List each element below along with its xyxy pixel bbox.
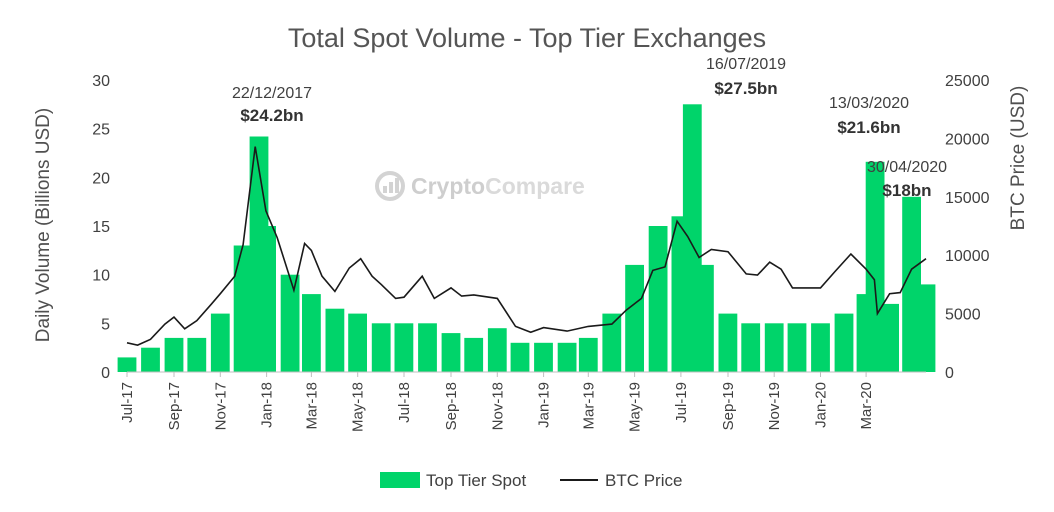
volume-bar (302, 294, 321, 372)
legend: Top Tier Spot BTC Price (380, 471, 682, 490)
volume-bar (865, 161, 885, 372)
legend-label-top-tier-spot: Top Tier Spot (426, 471, 526, 490)
volume-bar (648, 226, 668, 372)
right-tick-label: 15000 (945, 190, 990, 207)
left-tick-label: 25 (92, 122, 110, 139)
right-tick-label: 0 (945, 365, 954, 382)
volume-bar (371, 323, 391, 372)
annotation-value-2: $27.5bn (714, 79, 777, 98)
x-tick-label: Nov-19 (766, 382, 783, 430)
x-tick-label: Sep-18 (443, 382, 460, 430)
x-tick-label: Jul-19 (673, 382, 690, 423)
volume-bar (233, 245, 253, 372)
volume-bar (210, 313, 230, 372)
right-tick-label: 20000 (945, 131, 990, 148)
x-tick-label: May-18 (350, 382, 367, 432)
left-axis-title: Daily Volume (Billions USD) (33, 108, 54, 342)
right-axis-ticks: 0 5000 10000 15000 20000 25000 (945, 73, 990, 382)
x-tick-label: Nov-17 (212, 382, 229, 430)
x-tick-label: Mar-19 (580, 382, 597, 430)
volume-bar (348, 313, 367, 372)
x-tick-label: Mar-20 (858, 382, 875, 430)
right-tick-label: 25000 (945, 73, 990, 90)
watermark-compare: Compare (485, 173, 585, 199)
x-tick-label: May-19 (627, 382, 644, 432)
x-tick-label: Nov-18 (489, 382, 506, 430)
volume-bar (764, 323, 784, 372)
volume-bar (902, 196, 921, 372)
x-tick-label: Mar-18 (303, 382, 320, 430)
annotation-date-4: 30/04/2020 (867, 159, 947, 176)
left-tick-label: 20 (92, 170, 110, 187)
volume-bar (695, 264, 714, 372)
volume-bar (834, 313, 854, 372)
volume-bar (418, 323, 437, 372)
right-tick-label: 10000 (945, 248, 990, 265)
chart-title: Total Spot Volume - Top Tier Exchanges (288, 23, 766, 53)
watermark-crypto: Crypto (411, 173, 485, 199)
volume-bar (741, 323, 761, 372)
volume-bar (578, 337, 598, 372)
cryptocompare-logo-icon (375, 171, 405, 201)
legend-label-btc-price: BTC Price (605, 471, 682, 490)
volume-bar (117, 357, 137, 372)
right-axis-title: BTC Price (USD) (1008, 86, 1029, 231)
x-axis-ticks: Jul-17 Sep-17 Nov-17 Jan-18 Mar-18 May-18 Jul-… (119, 372, 875, 432)
volume-bar (280, 274, 300, 372)
volume-bar (164, 337, 184, 372)
volume-bar (394, 323, 414, 372)
volume-bar (787, 323, 807, 372)
watermark: CryptoCompare (375, 171, 585, 201)
volume-bar (880, 303, 899, 372)
volume-bar (187, 337, 207, 372)
left-tick-label: 30 (92, 73, 110, 90)
x-tick-label: Jan-19 (536, 382, 553, 428)
legend-swatch-top-tier-spot (380, 472, 420, 488)
x-tick-label: Jan-20 (813, 382, 830, 428)
volume-bar (718, 313, 738, 372)
x-tick-label: Jul-18 (396, 382, 413, 423)
right-tick-label: 5000 (945, 307, 981, 324)
volume-bar (916, 284, 936, 372)
volume-bar (625, 264, 644, 372)
volume-bar (534, 342, 553, 372)
annotation-value-3: $21.6bn (837, 118, 900, 137)
volume-bar (441, 333, 461, 372)
annotation-date-2: 16/07/2019 (706, 56, 786, 73)
left-tick-label: 15 (92, 219, 110, 236)
x-tick-label: Sep-19 (720, 382, 737, 430)
annotation-value-1: $24.2bn (240, 106, 303, 125)
annotation-date-1: 22/12/2017 (232, 85, 312, 102)
left-tick-label: 0 (101, 365, 110, 382)
volume-bar (811, 323, 830, 372)
annotation-date-3: 13/03/2020 (829, 95, 909, 112)
x-tick-label: Sep-17 (166, 382, 183, 430)
volume-bar (464, 337, 484, 372)
left-tick-label: 10 (92, 268, 110, 285)
x-tick-label: Jan-18 (259, 382, 276, 428)
volume-bar (257, 226, 276, 372)
left-tick-label: 5 (101, 316, 110, 333)
volume-bar (141, 347, 160, 372)
annotation-value-4: $18bn (882, 181, 931, 200)
volume-bar (510, 342, 530, 372)
volume-bar (557, 342, 577, 372)
volume-bar (487, 328, 507, 372)
volume-bars (117, 104, 936, 373)
svg-text:CryptoCompare: CryptoCompare (411, 173, 585, 199)
volume-bar (602, 313, 622, 372)
x-tick-label: Jul-17 (119, 382, 136, 423)
left-axis-ticks: 0 5 10 15 20 25 30 (92, 73, 110, 382)
volume-bar (325, 308, 345, 372)
btc-price-line (126, 146, 927, 346)
